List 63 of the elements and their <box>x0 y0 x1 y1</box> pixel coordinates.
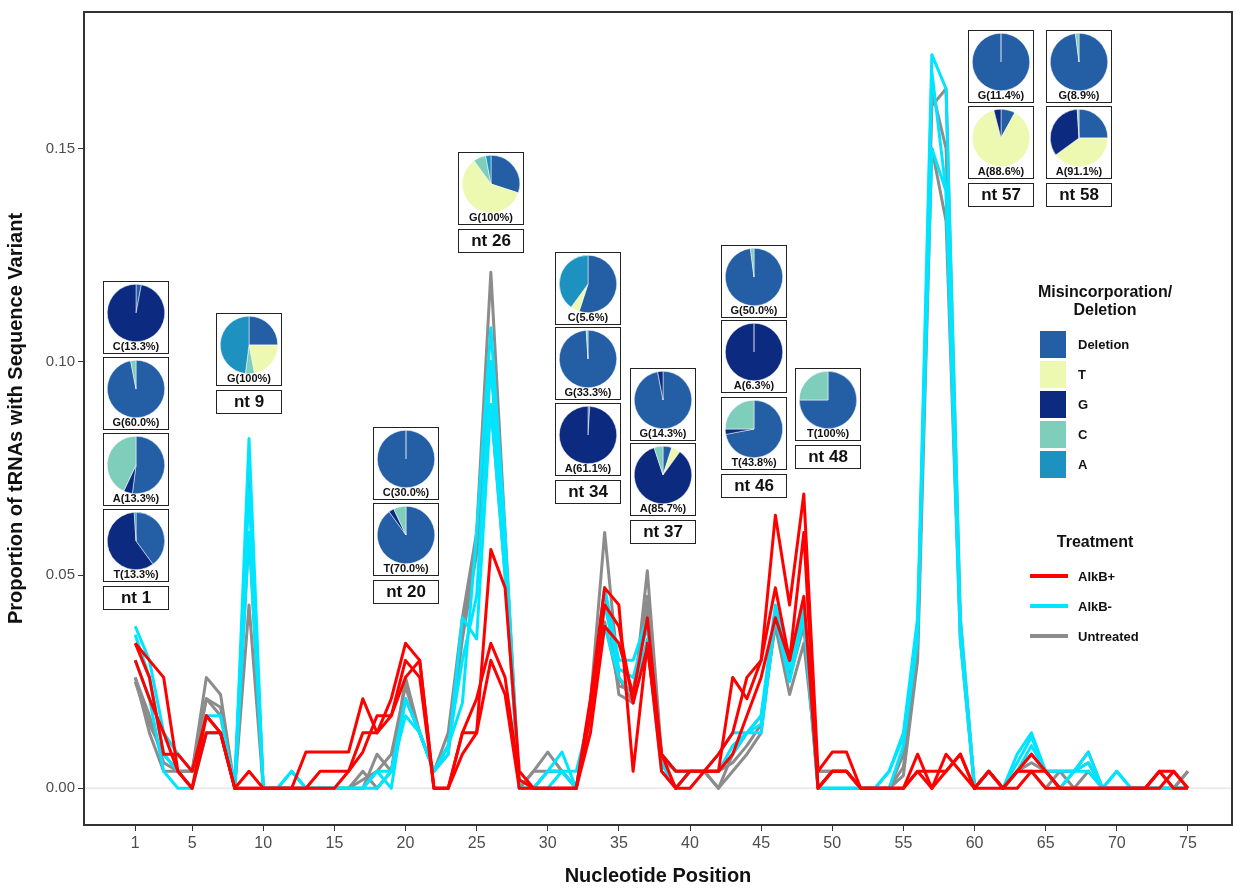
y-tick-label: 0.15 <box>45 138 75 156</box>
text: G(100%) <box>468 211 514 223</box>
annotation: nt 26 <box>458 229 524 253</box>
legend-label: Untreated <box>1078 628 1139 644</box>
x-tick-label: 55 <box>894 834 913 852</box>
text: C(5.6%) <box>566 311 610 323</box>
x-axis-title: Nucleotide Position <box>564 863 752 886</box>
text: G(100%) <box>226 372 272 384</box>
text: C(13.3%) <box>111 340 161 352</box>
text: A(91.1%) <box>1054 165 1104 177</box>
annotation: nt 48 <box>795 445 861 469</box>
legend-title: Misincorporation/ Deletion <box>1036 283 1174 319</box>
annotation: nt 37 <box>630 520 696 544</box>
text: G(50.0%) <box>729 304 779 316</box>
x-tick-label: 25 <box>467 834 486 852</box>
x-tick-label: 15 <box>325 834 344 852</box>
x-tick-label: 70 <box>1107 834 1126 852</box>
x-tick-label: 1 <box>130 834 140 852</box>
legend-title: Treatment <box>1055 533 1135 551</box>
x-tick-label: 60 <box>965 834 984 852</box>
text: T(70.0%) <box>382 562 430 574</box>
annotation: nt 57 <box>968 183 1034 207</box>
legend-label: A <box>1078 456 1088 472</box>
y-axis-title: Proportion of tRNAs with Sequence Variant <box>3 212 26 625</box>
x-tick-label: 50 <box>823 834 842 852</box>
text: T(100%) <box>805 427 851 439</box>
text: G(33.3%) <box>563 386 613 398</box>
text: G(11.4%) <box>976 89 1026 101</box>
legend-label: T <box>1078 366 1086 382</box>
text: G(60.0%) <box>111 416 161 428</box>
annotation: nt 20 <box>373 580 439 604</box>
y-tick-label: 0.10 <box>45 351 75 369</box>
text: A(85.7%) <box>638 502 688 514</box>
y-tick-label: 0.05 <box>45 565 75 583</box>
legend-label: AlkB+ <box>1078 568 1116 584</box>
x-tick-label: 40 <box>681 834 700 852</box>
x-tick-label: 30 <box>538 834 557 852</box>
text: A(61.1%) <box>563 462 613 474</box>
x-tick-label: 10 <box>254 834 273 852</box>
annotation: nt 9 <box>216 390 282 414</box>
x-tick-label: 5 <box>187 834 197 852</box>
text: A(13.3%) <box>111 492 161 504</box>
annotation: nt 1 <box>103 586 169 610</box>
y-tick-label: 0.00 <box>45 778 75 796</box>
legend-label: AlkB- <box>1078 598 1112 614</box>
text: T(13.3%) <box>112 568 160 580</box>
annotation: nt 46 <box>721 474 787 498</box>
text: G(14.3%) <box>638 427 688 439</box>
x-tick-label: 65 <box>1036 834 1055 852</box>
legend-label: Deletion <box>1078 336 1130 352</box>
legend-label: C <box>1078 426 1088 442</box>
annotation: nt 58 <box>1046 183 1112 207</box>
x-tick-label: 20 <box>396 834 415 852</box>
annotation: nt 34 <box>555 480 621 504</box>
x-tick-label: 45 <box>752 834 771 852</box>
x-tick-label: 75 <box>1179 834 1197 852</box>
text: C(30.0%) <box>381 486 431 498</box>
text: G(8.9%) <box>1057 89 1101 101</box>
x-tick-label: 35 <box>609 834 628 852</box>
text: T(43.8%) <box>730 456 778 468</box>
legend-label: G <box>1078 396 1089 412</box>
text: A(88.6%) <box>976 165 1026 177</box>
text: A(6.3%) <box>732 379 776 391</box>
